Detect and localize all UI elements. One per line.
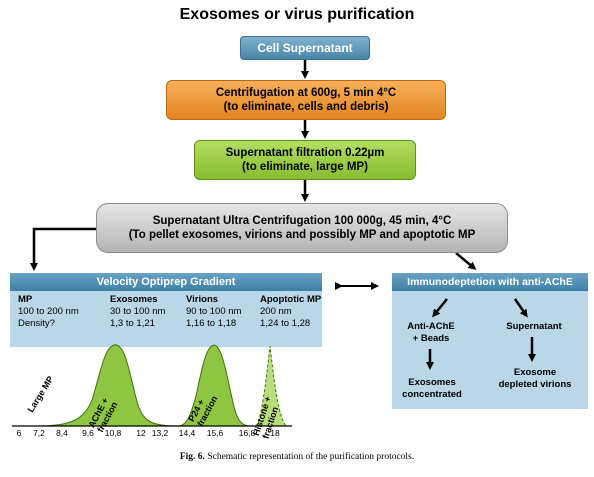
ultracentrifugation-line1: Supernatant Ultra Centrifugation 100 000… <box>152 214 452 227</box>
tick-label: 7,2 <box>33 428 45 438</box>
immuno-arrows <box>426 298 536 370</box>
tick-label: 6 <box>16 428 22 438</box>
column-size: 100 to 200 nm <box>18 306 79 317</box>
exosomes-result-line1: Exosomes <box>408 377 456 388</box>
tick-label: 12 <box>136 428 146 438</box>
gradient-panel: Velocity Optiprep Gradient MP 100 to 200… <box>10 273 322 347</box>
ultracentrifugation-line2: (To pellet exosomes, virions and possibl… <box>128 229 476 241</box>
ultracentrifugation-box: Supernatant Ultra Centrifugation 100 000… <box>96 203 508 253</box>
p24-fraction-peak <box>177 344 251 427</box>
tick-label: 14,4 <box>178 428 196 438</box>
diagram-title: Exosomes or virus purification <box>179 6 415 23</box>
tick-label: 10,8 <box>104 428 122 438</box>
column-density: 1,16 to 1,18 <box>186 318 237 329</box>
depleted-virions-result: Exosome depleted virions <box>490 367 580 391</box>
filtration-box: Supernatant filtration 0.22µm (to elimin… <box>194 140 416 180</box>
caption-text: Schematic representation of the purifica… <box>204 452 415 462</box>
figure-caption: Fig. 6. Schematic representation of the … <box>0 452 594 462</box>
cell-supernatant-box: Cell Supernatant <box>240 36 370 60</box>
immunodepletion-panel: Immunodeptetion with anti-AChE Anti-AChE… <box>392 273 588 409</box>
depleted-result-line1: Exosome <box>513 367 557 378</box>
arrow-to-supernatant <box>513 298 528 318</box>
caption-label: Fig. 6. <box>179 452 205 462</box>
gradient-column-apoptotic-mp: Apoptotic MP 200 nm 1,24 to 1,28 <box>260 294 321 330</box>
exosomes-concentrated-result: Exosomes concentrated <box>396 377 468 401</box>
cell-supernatant-label: Cell Supernatant <box>257 40 353 55</box>
tick-label: 15,6 <box>206 428 224 438</box>
centrifugation-line1: Centrifugation at 600g, 5 min 4°C <box>215 86 397 99</box>
centrifugation-box: Centrifugation at 600g, 5 min 4°C (to el… <box>166 80 446 120</box>
centrifugation-line2: (to eliminate, cells and debris) <box>223 101 389 113</box>
arrow-to-anti-ache <box>432 298 448 318</box>
gradient-column-mp: MP 100 to 200 nm Density? <box>18 294 79 330</box>
column-density: 1,3 to 1,21 <box>110 318 155 329</box>
column-size: 200 nm <box>260 306 292 317</box>
arrow-ultra-to-gradient <box>30 227 96 271</box>
gradient-column-exosomes: Exosomes 30 to 100 nm 1,3 to 1,21 <box>110 294 165 330</box>
column-size: 90 to 100 nm <box>186 306 242 317</box>
column-density: 1,24 to 1,28 <box>260 318 311 329</box>
immunodepletion-header: Immunodeptetion with anti-AChE <box>392 273 588 291</box>
column-heading: MP <box>18 294 33 305</box>
supernatant-step: Supernatant <box>506 321 562 332</box>
column-heading: Virions <box>186 294 219 305</box>
anti-ache-line1: Anti-AChE <box>407 321 455 332</box>
column-size: 30 to 100 nm <box>110 306 166 317</box>
tick-label: 13,2 <box>151 428 169 438</box>
column-heading: Exosomes <box>110 294 158 305</box>
column-density: Density? <box>18 318 55 329</box>
anti-ache-beads-step: Anti-AChE + Beads <box>400 321 462 345</box>
column-heading: Apoptotic MP <box>260 294 322 305</box>
filtration-line1: Supernatant filtration 0.22µm <box>225 146 385 159</box>
tick-label: 18 <box>270 428 280 438</box>
exosomes-result-line2: concentrated <box>402 389 462 400</box>
arrow-ultra-to-immuno <box>455 252 477 270</box>
anti-ache-line2: + Beads <box>412 333 450 344</box>
gradient-column-virions: Virions 90 to 100 nm 1,16 to 1,18 <box>186 294 241 330</box>
tick-label: 9,6 <box>82 428 94 438</box>
depleted-result-line2: depleted virions <box>498 379 572 390</box>
ache-fraction-peak <box>37 344 179 427</box>
gradient-panel-header: Velocity Optiprep Gradient <box>10 273 322 291</box>
histone-fraction-peak <box>255 345 288 427</box>
filtration-line2: (to eliminate, large MP) <box>242 161 368 173</box>
tick-label: 8,4 <box>56 428 68 438</box>
tick-label: 16,8 <box>238 428 256 438</box>
